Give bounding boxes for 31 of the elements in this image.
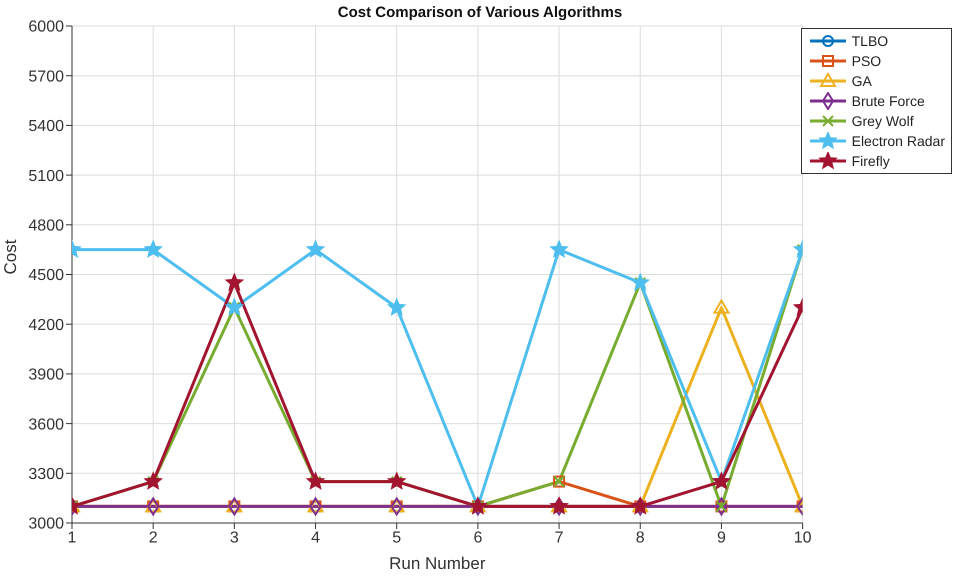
y-tick-label: 5100 bbox=[28, 168, 64, 185]
legend-label: Firefly bbox=[852, 153, 890, 169]
y-axis-title: Cost bbox=[1, 239, 20, 274]
x-tick-label: 1 bbox=[68, 529, 77, 546]
x-axis-title: Run Number bbox=[389, 554, 486, 573]
y-tick-label: 3000 bbox=[28, 516, 64, 533]
y-tick-label: 5700 bbox=[28, 68, 64, 86]
y-tick-label: 5400 bbox=[28, 118, 64, 136]
legend-label: TLBO bbox=[852, 33, 888, 49]
x-tick-label: 3 bbox=[230, 529, 239, 546]
legend-label: PSO bbox=[852, 53, 882, 69]
x-tick-label: 2 bbox=[148, 529, 158, 546]
y-tick-label: 4800 bbox=[28, 217, 64, 234]
y-tick-label: 3600 bbox=[28, 416, 64, 434]
x-tick-label: 10 bbox=[794, 529, 812, 546]
legend-label: Electron Radar bbox=[852, 133, 945, 149]
x-tick-label: 4 bbox=[311, 529, 320, 546]
legend-label: Grey Wolf bbox=[852, 113, 914, 129]
legend-label: Brute Force bbox=[852, 93, 925, 109]
legend-label: GA bbox=[852, 73, 872, 89]
y-tick-label: 6000 bbox=[28, 18, 64, 36]
y-tick-label: 3300 bbox=[28, 466, 64, 483]
x-tick-label: 9 bbox=[716, 529, 726, 546]
chart-title: Cost Comparison of Various Algorithms bbox=[338, 4, 622, 21]
x-tick-label: 8 bbox=[636, 529, 645, 546]
x-tick-label: 5 bbox=[392, 529, 402, 546]
y-tick-label: 4200 bbox=[28, 316, 64, 334]
y-tick-label: 4500 bbox=[28, 267, 64, 284]
x-tick-label: 6 bbox=[473, 529, 482, 546]
x-tick-label: 7 bbox=[554, 529, 564, 546]
y-tick-label: 3900 bbox=[28, 366, 64, 384]
